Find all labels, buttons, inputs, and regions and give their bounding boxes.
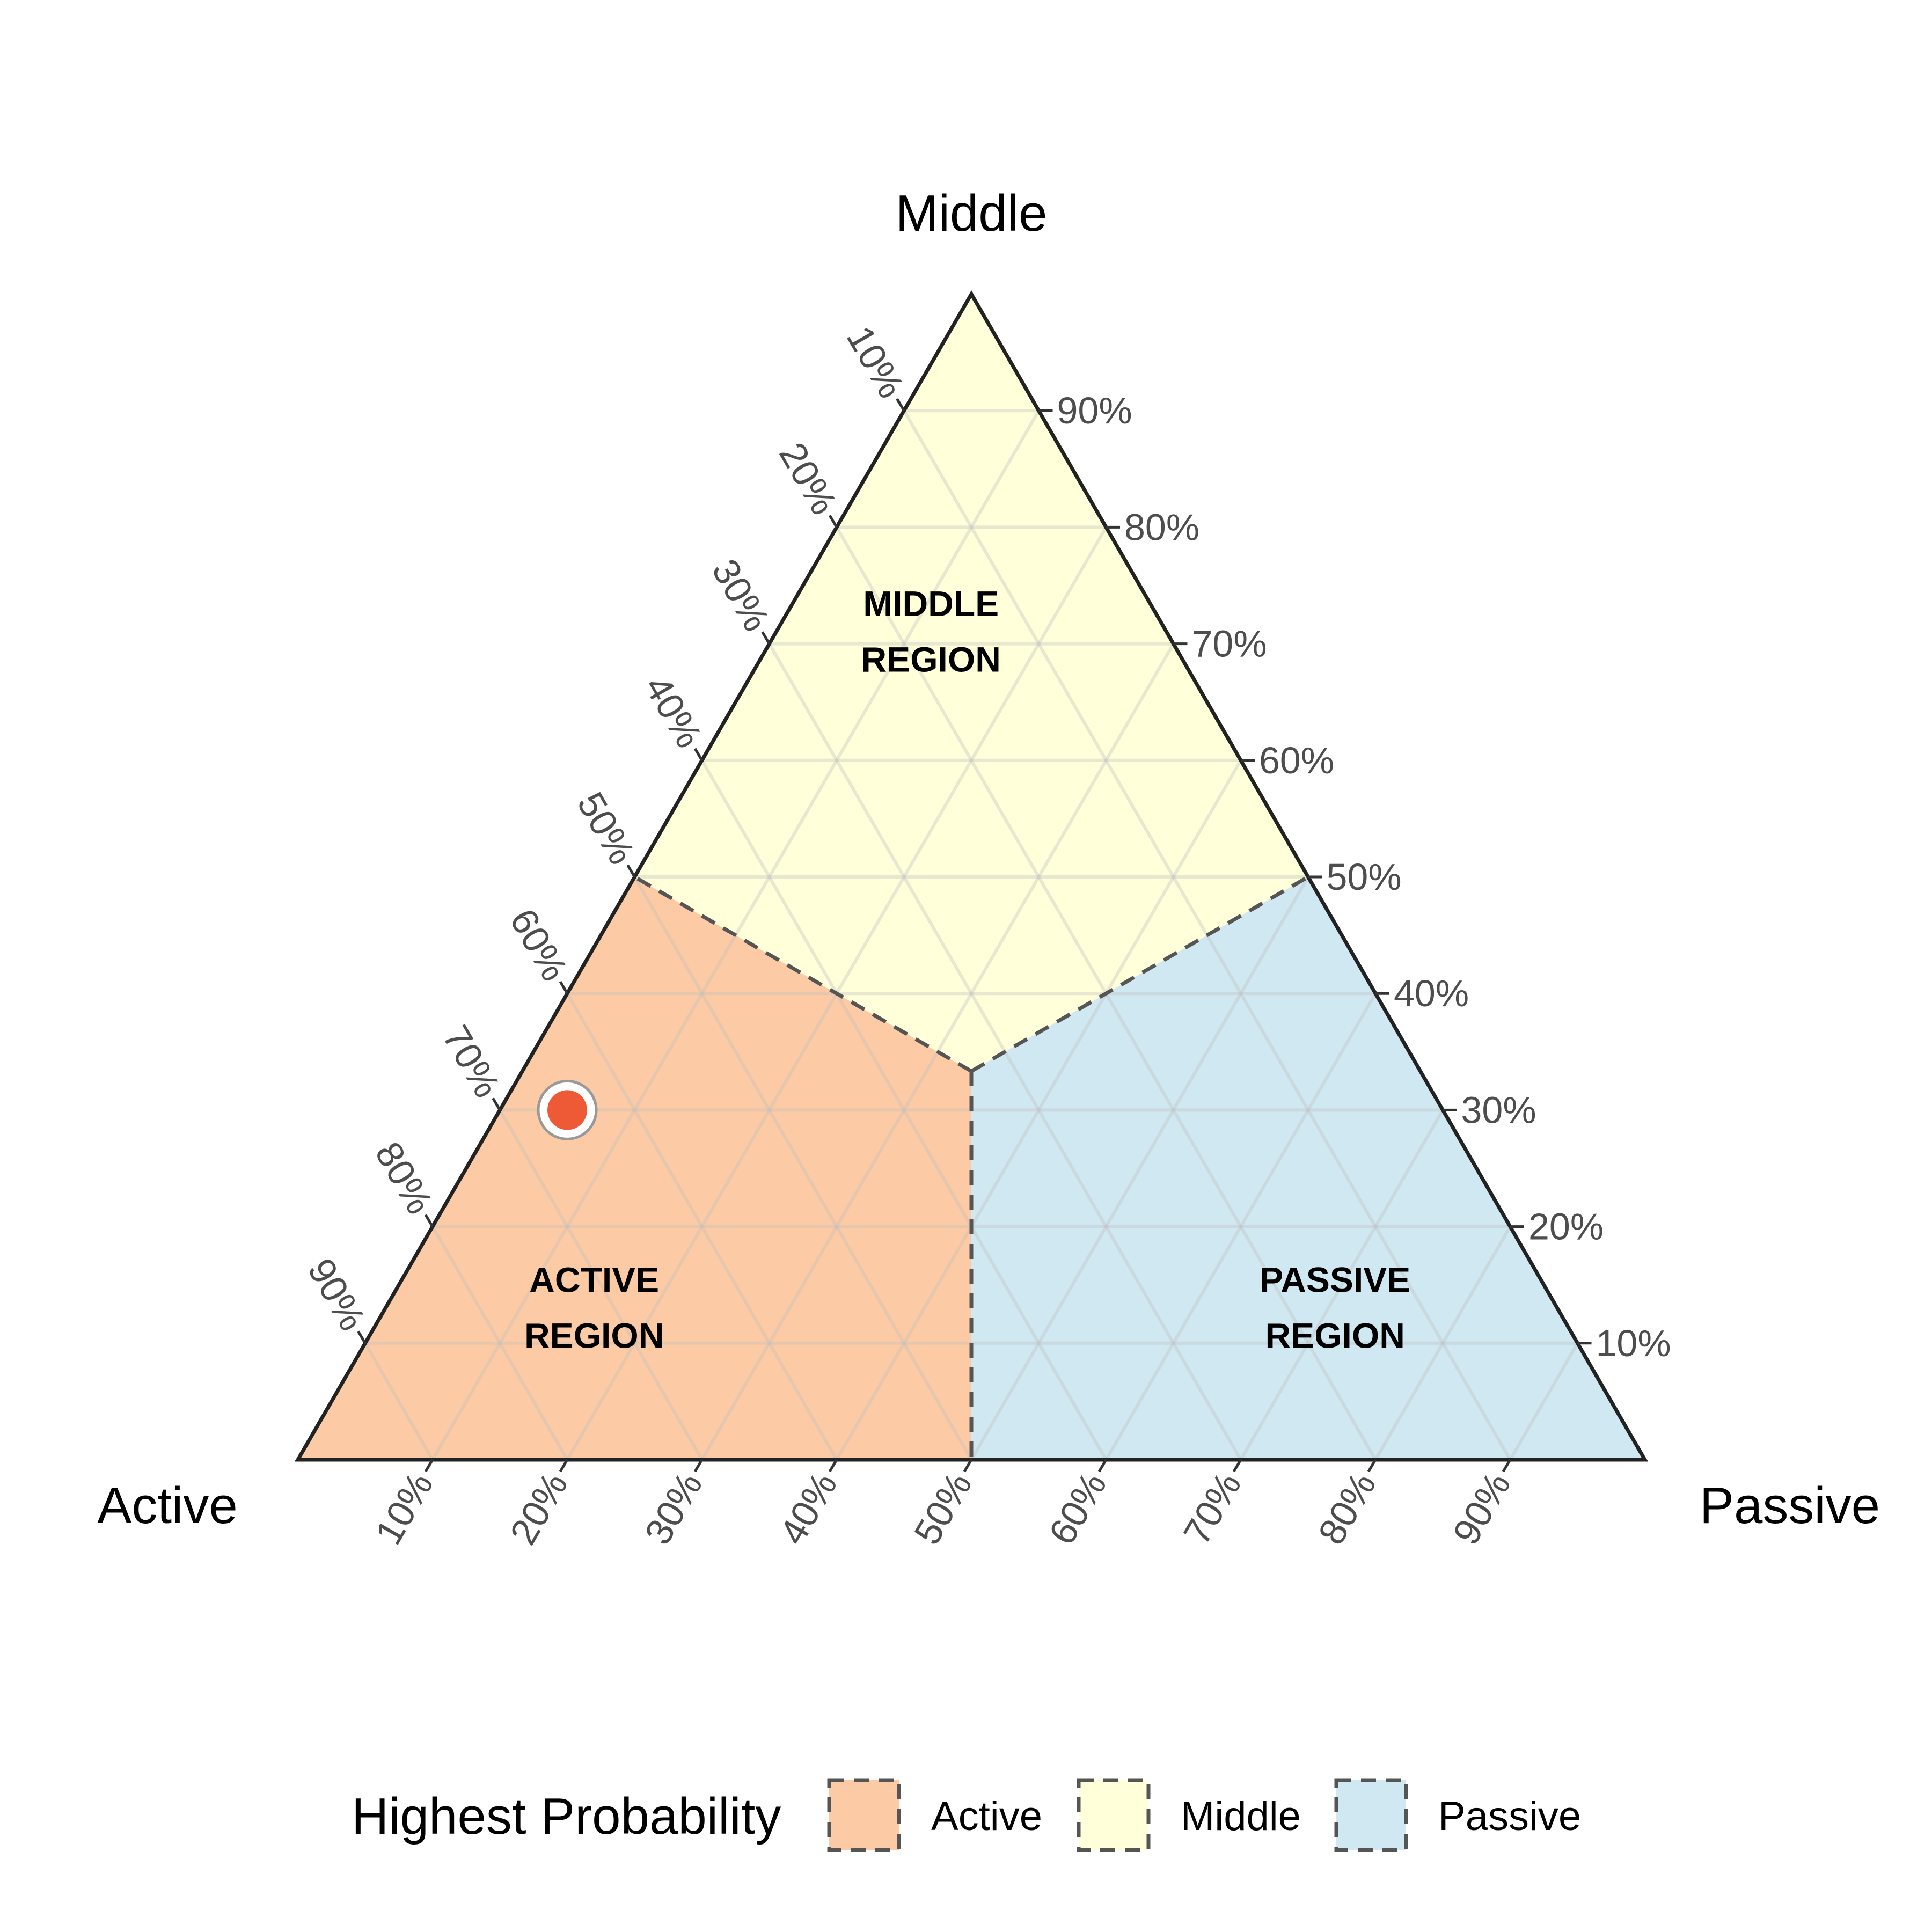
- legend-swatch-active: [827, 1778, 901, 1852]
- region-dividers: [633, 875, 1309, 1460]
- region-label-line: PASSIVE: [1260, 1260, 1410, 1299]
- gridline-active-40: [700, 759, 1108, 1461]
- data-point-0: [547, 1090, 587, 1130]
- gridline-passive-70: [1239, 1109, 1445, 1461]
- tick-label-bottom-60: 60%: [1041, 1466, 1115, 1552]
- gridline-passive-50: [970, 876, 1310, 1461]
- tick-label-right-30: 30%: [1461, 1089, 1536, 1131]
- tick-label-right-40: 40%: [1394, 972, 1469, 1014]
- gridline-active-90: [363, 1342, 434, 1461]
- tick-left-20: [828, 515, 838, 528]
- tick-label-bottom-50: 50%: [906, 1466, 980, 1552]
- gridline-active-50: [633, 876, 973, 1461]
- tick-label-left-40: 40%: [636, 669, 711, 755]
- region-passive: [971, 877, 1645, 1460]
- tick-label-left-60: 60%: [502, 902, 576, 987]
- gridline-passive-90: [1509, 1342, 1579, 1461]
- region-active: [298, 877, 971, 1460]
- tick-label-left-20: 20%: [771, 436, 845, 522]
- region-label-line: REGION: [861, 640, 1001, 679]
- legend-swatch-passive: [1334, 1778, 1408, 1852]
- vertex-label-middle: Middle: [896, 185, 1048, 242]
- tick-label-left-10: 10%: [839, 319, 913, 405]
- tick-left-10: [896, 398, 905, 412]
- gridline-passive-40: [835, 759, 1242, 1461]
- tick-left-50: [626, 864, 636, 878]
- region-label-line: REGION: [524, 1315, 664, 1355]
- tick-label-bottom-20: 20%: [502, 1466, 576, 1552]
- region-label-active: ACTIVE REGION: [524, 1260, 664, 1355]
- gridline-passive-60: [1104, 992, 1377, 1461]
- legend-label-middle: Middle: [1181, 1794, 1301, 1839]
- region-label-line: REGION: [1265, 1315, 1405, 1355]
- tick-label-right-90: 90%: [1057, 390, 1132, 431]
- divider-1: [970, 875, 1309, 1073]
- tick-label-right-70: 70%: [1192, 623, 1267, 665]
- tick-bottom-30: [693, 1459, 704, 1473]
- tick-bottom-90: [1502, 1459, 1512, 1473]
- tick-left-60: [559, 980, 569, 994]
- tick-label-right-50: 50%: [1327, 856, 1402, 898]
- tick-label-left-90: 90%: [300, 1252, 374, 1337]
- tick-bottom-50: [963, 1459, 973, 1473]
- tick-label-bottom-10: 10%: [367, 1466, 441, 1552]
- legend-label-active: Active: [931, 1794, 1042, 1839]
- vertex-label-passive: Passive: [1700, 1477, 1880, 1534]
- tick-bottom-60: [1097, 1459, 1108, 1473]
- tick-label-left-30: 30%: [704, 552, 778, 638]
- tick-label-left-50: 50%: [569, 785, 643, 871]
- tick-left-70: [492, 1097, 501, 1111]
- legend-label-passive: Passive: [1438, 1794, 1581, 1839]
- tick-label-right-20: 20%: [1528, 1206, 1604, 1248]
- legend-title: Highest Probability: [352, 1788, 781, 1845]
- vertex-label-active: Active: [97, 1477, 237, 1534]
- region-label-middle: MIDDLE REGION: [861, 584, 1001, 679]
- region-labels: ACTIVE REGION MIDDLE REGION PASSIVE REGION: [524, 584, 1410, 1356]
- tick-label-right-80: 80%: [1124, 506, 1199, 548]
- tick-bottom-70: [1232, 1459, 1242, 1473]
- tick-label-bottom-40: 40%: [771, 1466, 845, 1552]
- tick-left-30: [761, 631, 771, 645]
- gridline-active-60: [566, 992, 838, 1461]
- tick-bottom-20: [559, 1459, 569, 1473]
- divider-0: [633, 875, 972, 1073]
- gridline-active-80: [431, 1226, 569, 1461]
- tick-bottom-40: [828, 1459, 838, 1473]
- legend: Highest Probability Active Middle Passive: [352, 1778, 1581, 1852]
- data-points: [537, 1079, 598, 1140]
- legend-swatch-middle: [1077, 1778, 1151, 1852]
- tick-left-40: [693, 748, 704, 762]
- region-label-line: MIDDLE: [863, 584, 999, 624]
- gridline-active-70: [498, 1109, 704, 1461]
- tick-left-80: [424, 1214, 434, 1227]
- tick-bottom-80: [1367, 1459, 1377, 1473]
- gridline-passive-80: [1374, 1226, 1512, 1461]
- tick-label-bottom-80: 80%: [1310, 1466, 1384, 1552]
- region-label-line: ACTIVE: [529, 1260, 659, 1299]
- tick-label-left-70: 70%: [435, 1019, 509, 1104]
- tick-label-bottom-70: 70%: [1175, 1466, 1249, 1552]
- regions-layer: [298, 294, 1645, 1460]
- region-middle: [634, 294, 1308, 1071]
- tick-label-bottom-30: 30%: [636, 1466, 711, 1552]
- tick-label-right-60: 60%: [1259, 740, 1334, 781]
- tick-label-right-10: 10%: [1596, 1322, 1671, 1364]
- region-label-passive: PASSIVE REGION: [1260, 1260, 1410, 1355]
- tick-label-bottom-90: 90%: [1445, 1466, 1519, 1552]
- tick-label-left-80: 80%: [367, 1135, 441, 1221]
- tick-left-90: [357, 1330, 367, 1344]
- tick-bottom-10: [424, 1459, 434, 1473]
